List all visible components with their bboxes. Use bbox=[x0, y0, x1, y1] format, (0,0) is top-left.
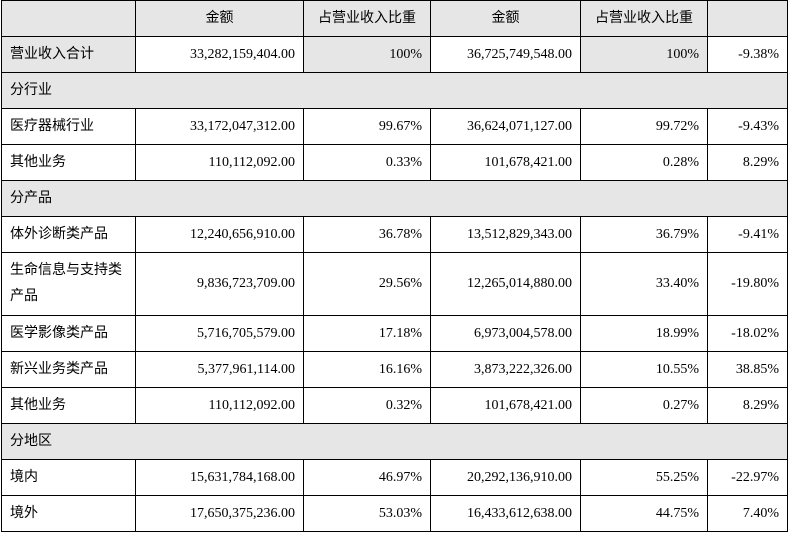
data-row: 生命信息与支持类产品 9,836,723,709.00 29.56% 12,265,0… bbox=[1, 252, 788, 316]
value-cell: -19.80% bbox=[707, 252, 788, 316]
value-cell: 5,716,705,579.00 bbox=[135, 315, 304, 352]
row-label: 境内 bbox=[1, 459, 136, 496]
value-cell: -9.41% bbox=[707, 216, 788, 253]
data-row: 体外诊断类产品 12,240,656,910.00 36.78% 13,512,829… bbox=[1, 216, 788, 253]
header-cell: 金额 bbox=[135, 0, 304, 37]
value-cell: 0.28% bbox=[580, 144, 708, 181]
value-cell: -9.43% bbox=[707, 108, 788, 145]
data-row: 营业收入合计 33,282,159,404.00 100% 36,725,749,54… bbox=[1, 36, 788, 73]
header-cell: 占营业收入比重 bbox=[303, 0, 431, 37]
value-cell: -22.97% bbox=[707, 459, 788, 496]
row-label: 营业收入合计 bbox=[1, 36, 136, 73]
data-row: 医疗器械行业 33,172,047,312.00 99.67% 36,624,071,… bbox=[1, 108, 788, 145]
value-cell: -9.38% bbox=[707, 36, 788, 73]
value-cell: 33,172,047,312.00 bbox=[135, 108, 304, 145]
section-label: 分地区 bbox=[1, 423, 788, 460]
header-cell: 金额 bbox=[430, 0, 581, 37]
row-label: 其他业务 bbox=[1, 387, 136, 424]
header-cell: 占营业收入比重 bbox=[580, 0, 708, 37]
value-cell: 101,678,421.00 bbox=[430, 387, 581, 424]
value-cell: 12,265,014,880.00 bbox=[430, 252, 581, 316]
value-cell: 0.32% bbox=[303, 387, 431, 424]
value-cell: 36.79% bbox=[580, 216, 708, 253]
row-label: 医疗器械行业 bbox=[1, 108, 136, 145]
value-cell: 10.55% bbox=[580, 351, 708, 388]
value-cell: 33.40% bbox=[580, 252, 708, 316]
data-row: 其他业务 110,112,092.00 0.33% 101,678,421.00 0.2… bbox=[1, 144, 788, 181]
value-cell: 18.99% bbox=[580, 315, 708, 352]
value-cell: 20,292,136,910.00 bbox=[430, 459, 581, 496]
section-label: 分行业 bbox=[1, 72, 788, 109]
value-cell: 36,624,071,127.00 bbox=[430, 108, 581, 145]
value-cell: 9,836,723,709.00 bbox=[135, 252, 304, 316]
value-cell: 16,433,612,638.00 bbox=[430, 495, 581, 532]
data-row: 境内 15,631,784,168.00 46.97% 20,292,136,910.… bbox=[1, 459, 788, 496]
value-cell: 36.78% bbox=[303, 216, 431, 253]
data-row: 新兴业务类产品 5,377,961,114.00 16.16% 3,873,222,3… bbox=[1, 351, 788, 388]
value-cell: 3,873,222,326.00 bbox=[430, 351, 581, 388]
section-label: 分产品 bbox=[1, 180, 788, 217]
row-label: 生命信息与支持类产品 bbox=[1, 252, 136, 316]
value-cell: 55.25% bbox=[580, 459, 708, 496]
data-row: 境外 17,650,375,236.00 53.03% 16,433,612,638.… bbox=[1, 495, 788, 532]
data-row: 其他业务 110,112,092.00 0.32% 101,678,421.00 0.2… bbox=[1, 387, 788, 424]
value-cell: 38.85% bbox=[707, 351, 788, 388]
value-cell: 101,678,421.00 bbox=[430, 144, 581, 181]
value-cell: 12,240,656,910.00 bbox=[135, 216, 304, 253]
value-cell: 110,112,092.00 bbox=[135, 144, 304, 181]
value-cell: 7.40% bbox=[707, 495, 788, 532]
row-label: 医学影像类产品 bbox=[1, 315, 136, 352]
value-cell: 110,112,092.00 bbox=[135, 387, 304, 424]
value-cell: 17,650,375,236.00 bbox=[135, 495, 304, 532]
value-cell: 0.27% bbox=[580, 387, 708, 424]
row-label: 体外诊断类产品 bbox=[1, 216, 136, 253]
header-row: 金额 占营业收入比重 金额 占营业收入比重 bbox=[1, 0, 788, 37]
value-cell: 0.33% bbox=[303, 144, 431, 181]
value-cell: 6,973,004,578.00 bbox=[430, 315, 581, 352]
revenue-table: 金额 占营业收入比重 金额 占营业收入比重 营业收入合计 33,282,159,404.0… bbox=[1, 0, 788, 532]
value-cell: 33,282,159,404.00 bbox=[135, 36, 304, 73]
value-cell: 100% bbox=[303, 36, 431, 73]
value-cell: 53.03% bbox=[303, 495, 431, 532]
value-cell: 36,725,749,548.00 bbox=[430, 36, 581, 73]
section-row: 分产品 bbox=[1, 180, 788, 217]
data-row: 医学影像类产品 5,716,705,579.00 17.18% 6,973,004,5… bbox=[1, 315, 788, 352]
row-label: 其他业务 bbox=[1, 144, 136, 181]
value-cell: 13,512,829,343.00 bbox=[430, 216, 581, 253]
value-cell: 100% bbox=[580, 36, 708, 73]
header-cell bbox=[707, 0, 788, 37]
value-cell: 29.56% bbox=[303, 252, 431, 316]
value-cell: 5,377,961,114.00 bbox=[135, 351, 304, 388]
value-cell: 15,631,784,168.00 bbox=[135, 459, 304, 496]
value-cell: 46.97% bbox=[303, 459, 431, 496]
value-cell: -18.02% bbox=[707, 315, 788, 352]
value-cell: 8.29% bbox=[707, 144, 788, 181]
value-cell: 17.18% bbox=[303, 315, 431, 352]
value-cell: 99.72% bbox=[580, 108, 708, 145]
value-cell: 16.16% bbox=[303, 351, 431, 388]
value-cell: 8.29% bbox=[707, 387, 788, 424]
row-label: 境外 bbox=[1, 495, 136, 532]
header-cell bbox=[1, 0, 136, 37]
section-row: 分地区 bbox=[1, 423, 788, 460]
value-cell: 99.67% bbox=[303, 108, 431, 145]
value-cell: 44.75% bbox=[580, 495, 708, 532]
row-label: 新兴业务类产品 bbox=[1, 351, 136, 388]
section-row: 分行业 bbox=[1, 72, 788, 109]
